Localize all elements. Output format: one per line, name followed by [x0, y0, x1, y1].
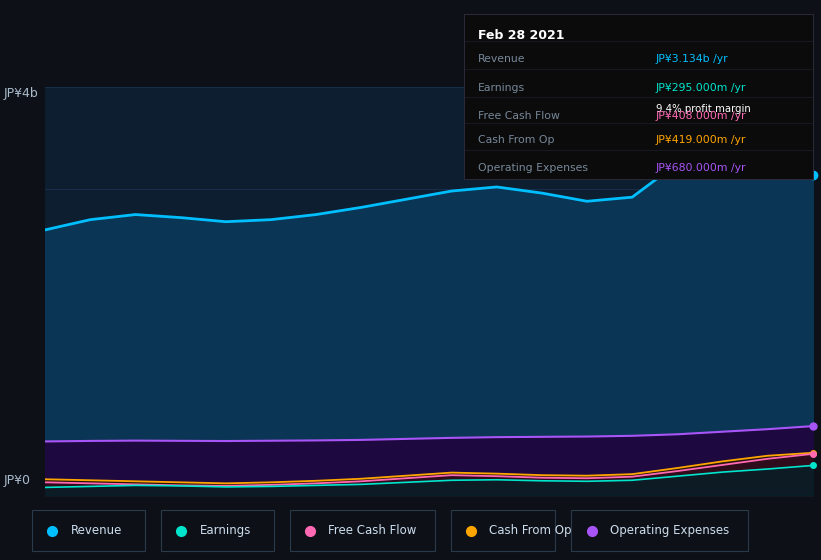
Text: 9.4% profit margin: 9.4% profit margin — [656, 104, 750, 114]
Bar — [161, 510, 273, 551]
Bar — [451, 510, 555, 551]
Text: Cash From Op: Cash From Op — [478, 136, 554, 146]
Text: JP¥680.000m /yr: JP¥680.000m /yr — [656, 162, 746, 172]
Text: Revenue: Revenue — [71, 524, 122, 537]
Text: JP¥295.000m /yr: JP¥295.000m /yr — [656, 82, 746, 92]
Text: JP¥4b: JP¥4b — [4, 87, 39, 100]
Text: Feb 28 2021: Feb 28 2021 — [478, 29, 564, 42]
Text: Revenue: Revenue — [478, 54, 525, 64]
Bar — [290, 510, 434, 551]
Text: Cash From Op: Cash From Op — [489, 524, 572, 537]
Bar — [32, 510, 145, 551]
Text: Operating Expenses: Operating Expenses — [478, 162, 588, 172]
Text: JP¥419.000m /yr: JP¥419.000m /yr — [656, 136, 746, 146]
Text: Free Cash Flow: Free Cash Flow — [478, 111, 560, 122]
Bar — [571, 510, 749, 551]
Text: JP¥408.000m /yr: JP¥408.000m /yr — [656, 111, 746, 122]
Text: JP¥0: JP¥0 — [4, 474, 31, 487]
Text: JP¥3.134b /yr: JP¥3.134b /yr — [656, 54, 728, 64]
Text: Operating Expenses: Operating Expenses — [610, 524, 729, 537]
Text: Earnings: Earnings — [200, 524, 251, 537]
Text: Earnings: Earnings — [478, 82, 525, 92]
Text: Free Cash Flow: Free Cash Flow — [328, 524, 417, 537]
